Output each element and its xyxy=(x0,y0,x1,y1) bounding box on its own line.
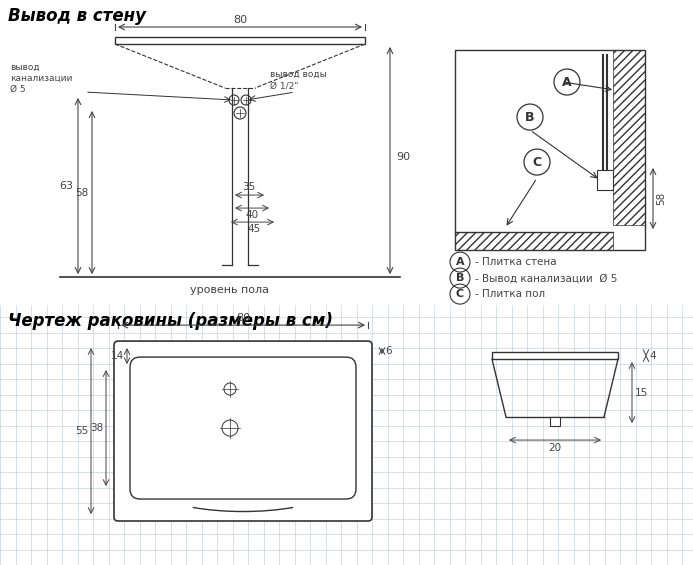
Text: 90: 90 xyxy=(396,152,410,162)
Text: B: B xyxy=(456,273,464,283)
Text: Ø 5.2⊕: Ø 5.2⊕ xyxy=(242,423,277,433)
Text: 80: 80 xyxy=(233,15,247,25)
Text: 20: 20 xyxy=(548,443,561,453)
Bar xyxy=(115,37,365,44)
Text: 63: 63 xyxy=(59,181,73,191)
Text: 4: 4 xyxy=(649,350,656,360)
Text: - Плитка пол: - Плитка пол xyxy=(475,289,545,299)
Text: 40: 40 xyxy=(245,210,258,220)
Text: 35: 35 xyxy=(243,182,256,192)
Text: Чертеж раковины (размеры в см): Чертеж раковины (размеры в см) xyxy=(8,312,333,330)
Text: 15: 15 xyxy=(635,388,648,398)
Text: A: A xyxy=(562,76,572,89)
Text: B: B xyxy=(525,111,535,124)
Text: уровень пола: уровень пола xyxy=(191,285,270,295)
Text: 14: 14 xyxy=(111,351,124,361)
Bar xyxy=(455,232,613,250)
Bar xyxy=(550,417,560,426)
Text: - Вывод канализации  Ø 5: - Вывод канализации Ø 5 xyxy=(475,273,617,283)
Bar xyxy=(597,170,613,190)
Text: Ø 3.5⊕: Ø 3.5⊕ xyxy=(240,384,274,394)
Text: 45: 45 xyxy=(247,224,261,234)
Text: вывод
канализации
Ø 5: вывод канализации Ø 5 xyxy=(10,62,72,94)
Text: 6: 6 xyxy=(385,346,392,356)
Bar xyxy=(492,352,618,359)
Text: Вывод в стену: Вывод в стену xyxy=(8,7,146,25)
Text: C: C xyxy=(532,155,541,168)
Text: - Плитка стена: - Плитка стена xyxy=(475,257,556,267)
Text: вывод воды
Ø 1/2": вывод воды Ø 1/2" xyxy=(270,70,327,90)
Text: 58: 58 xyxy=(75,188,88,198)
Text: 80: 80 xyxy=(236,313,250,323)
Text: 38: 38 xyxy=(90,423,103,433)
Bar xyxy=(613,50,645,225)
Bar xyxy=(455,50,645,250)
FancyBboxPatch shape xyxy=(130,357,356,499)
Text: 55: 55 xyxy=(75,426,88,436)
Text: C: C xyxy=(456,289,464,299)
FancyBboxPatch shape xyxy=(114,341,372,521)
Text: A: A xyxy=(456,257,464,267)
Text: 58: 58 xyxy=(656,192,666,205)
